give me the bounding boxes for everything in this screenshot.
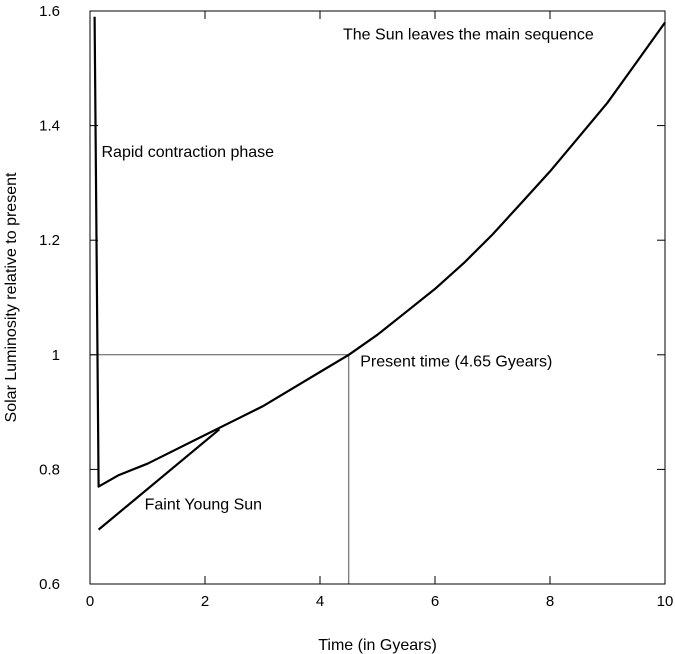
y-tick-label: 0.8 [39, 461, 60, 478]
y-tick-label: 0.6 [39, 576, 60, 593]
y-tick-label: 1.2 [39, 232, 60, 249]
x-tick-label: 0 [86, 593, 94, 610]
reference-lines [90, 354, 350, 584]
axis-ticks: 0 2 4 6 8 10 0.6 0.8 1 1.2 1.4 1.6 [39, 3, 673, 610]
y-tick-label: 1.6 [39, 3, 60, 20]
x-tick-label: 2 [201, 593, 209, 610]
x-axis-label: Time (in Gyears) [318, 637, 437, 654]
annotation-label: Faint Young Sun [145, 497, 262, 514]
chart-series [93, 16, 666, 531]
x-tick-label: 6 [431, 593, 439, 610]
plot-frame [89, 10, 666, 585]
annotation-label: Rapid contraction phase [102, 144, 275, 161]
y-tick-label: 1.4 [39, 118, 60, 135]
y-axis-label: Solar Luminosity relative to present [3, 172, 20, 422]
x-tick-label: 8 [546, 593, 554, 610]
x-tick-label: 10 [657, 593, 674, 610]
series-line-1 [93, 16, 666, 488]
annotation-label: The Sun leaves the main sequence [343, 27, 594, 44]
annotations: The Sun leaves the main sequence Rapid co… [102, 27, 594, 514]
x-tick-label: 4 [316, 593, 324, 610]
annotation-label: Present time (4.65 Gyears) [360, 353, 552, 370]
y-tick-label: 1 [52, 347, 60, 364]
series-line-2 [97, 428, 221, 531]
